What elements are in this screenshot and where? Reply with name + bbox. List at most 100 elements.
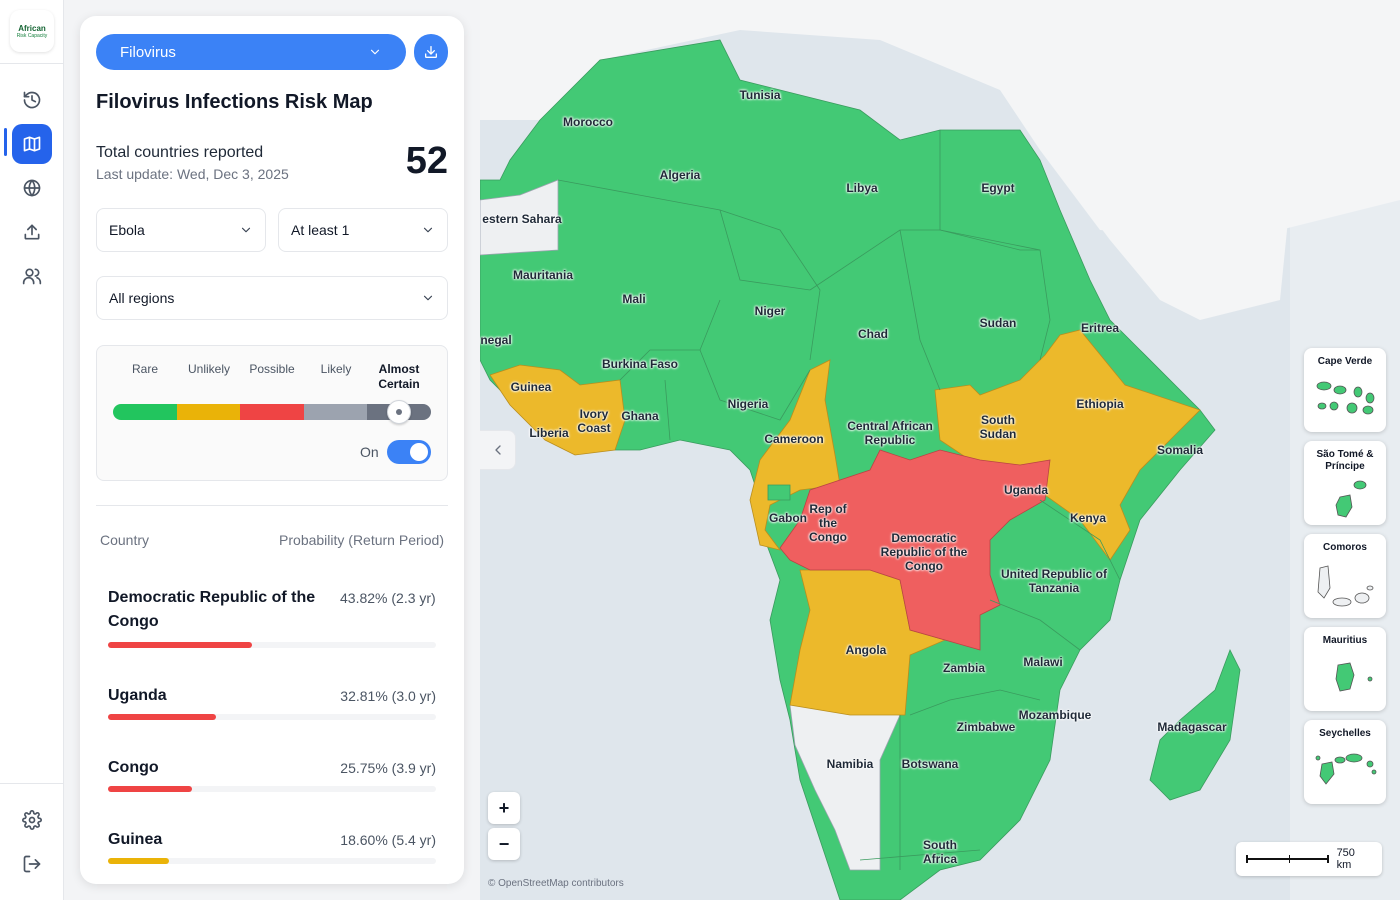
inset-cape-verde[interactable]: Cape Verde [1304,348,1386,432]
inset-map [1316,381,1375,415]
label-mauritania: Mauritania [512,268,574,282]
zoom-in-button[interactable]: + [488,792,520,824]
toggle-label: On [360,444,379,460]
table-row[interactable]: Guinea 18.60% (5.4 yr) [108,828,436,868]
label-sudan: Sudan [979,316,1017,330]
country-probability: 32.81% (3.0 yr) [340,688,436,704]
label-gabon: Gabon [769,511,807,525]
zoom-out-button[interactable]: − [488,828,520,860]
logout-button[interactable] [12,844,52,884]
page-title: Filovirus Infections Risk Map [96,91,373,113]
probability-track [108,642,436,648]
inset-comoros[interactable]: Comoros [1304,534,1386,618]
risk-map[interactable]: Tunisia Morocco Algeria Libya Egypt este… [480,0,1400,900]
country-probability: 18.60% (5.4 yr) [340,832,436,848]
legend-segment [113,404,177,420]
globe-icon [23,179,41,197]
label-egypt: Egypt [981,181,1015,195]
label-somalia: Somalia [1156,443,1204,457]
label-kenya: Kenya [1069,511,1107,525]
inset-map [1317,565,1374,607]
gear-icon [22,810,42,830]
label-ivory-coast: Ivory Coast [577,407,611,435]
label-south-africa: South Africa [922,838,957,866]
label-cameroon: Cameroon [764,432,824,446]
probability-track [108,786,436,792]
threshold-select[interactable]: At least 1 [278,208,448,252]
risk-panel: Filovirus Filovirus Infections Risk Map … [80,16,464,884]
region-select[interactable]: All regions [96,276,448,320]
label-liberia: Liberia [529,426,569,440]
label-ghana: Ghana [621,409,659,423]
label-central-african-republic: Central African Republic [847,419,933,447]
map-button[interactable] [12,124,52,164]
inset-title: Seychelles [1319,728,1371,739]
risk-legend: Rare Unlikely Possible Likely Almost Cer… [96,345,448,481]
collapse-panel-button[interactable] [480,430,516,470]
users-button[interactable] [12,256,52,296]
country-name: Guinea [108,831,163,848]
map-attribution[interactable]: © OpenStreetMap contributors [488,878,624,889]
column-header-probability: Probability (Return Period) [279,532,444,548]
legend-color-bar[interactable] [113,404,431,420]
label-botswana: Botswana [901,757,959,771]
probability-track [108,714,436,720]
rail-divider-bottom [0,783,64,784]
legend-segment [303,404,368,420]
map-canvas [480,0,1400,900]
label-algeria: Algeria [659,168,701,182]
total-countries-count: 52 [405,140,448,182]
virus-select[interactable]: Ebola [96,208,266,252]
label-zambia: Zambia [942,661,986,675]
label-tunisia: Tunisia [739,88,781,102]
probability-fill [108,642,252,648]
app-logo[interactable]: African Risk Capacity [10,10,54,52]
label-uganda: Uganda [1003,483,1049,497]
history-button[interactable] [12,80,52,120]
label-malawi: Malawi [1023,655,1063,669]
label-libya: Libya [846,181,878,195]
label-namibia: Namibia [826,757,874,771]
last-update: Last update: Wed, Dec 3, 2025 [96,166,289,182]
virus-select-value: Ebola [109,222,145,238]
total-countries-label: Total countries reported [96,144,264,161]
label-madagascar: Madagascar [1157,720,1227,734]
label-south-sudan: South Sudan [979,413,1017,441]
table-row[interactable]: Congo 25.75% (3.9 yr) [108,756,436,796]
users-icon [22,268,42,285]
upload-button[interactable] [12,212,52,252]
scale-bar: 750 km [1236,842,1382,876]
label-morocco: Morocco [562,115,614,129]
rail-divider-top [0,63,64,64]
inset-map [1315,753,1377,785]
inset-mauritius[interactable]: Mauritius [1304,627,1386,711]
chevron-down-icon [423,227,433,233]
inset-sao-tome[interactable]: São Tomé & Príncipe [1304,441,1386,525]
legend-segment [240,404,304,420]
legend-toggle[interactable] [387,440,431,464]
probability-fill [108,858,169,864]
legend-label-rare: Rare [131,362,158,376]
label-mozambique: Mozambique [1018,708,1092,722]
settings-button[interactable] [12,800,52,840]
left-rail: African Risk Capacity [0,0,64,900]
country-probability: 43.82% (2.3 yr) [340,590,436,606]
inset-title: Cape Verde [1317,356,1373,367]
download-button[interactable] [414,34,448,70]
inset-map [1335,480,1367,518]
label-dr-congo: Democratic Republic of the Congo [880,531,968,573]
label-niger: Niger [754,304,786,318]
globe-button[interactable] [12,168,52,208]
inset-seychelles[interactable]: Seychelles [1304,720,1386,804]
label-guinea: Guinea [510,380,552,394]
chevron-down-icon [241,227,251,233]
country-name: Uganda [108,687,167,704]
label-zimbabwe: Zimbabwe [956,720,1016,734]
disease-select[interactable]: Filovirus [96,34,406,70]
legend-slider-handle[interactable] [387,400,411,424]
legend-segment [176,404,241,420]
label-western-sahara: estern Sahara [482,212,562,226]
table-row[interactable]: Uganda 32.81% (3.0 yr) [108,684,436,724]
table-row[interactable]: Democratic Republic of the Congo 43.82% (… [108,586,436,652]
inset-title: Comoros [1323,542,1367,553]
